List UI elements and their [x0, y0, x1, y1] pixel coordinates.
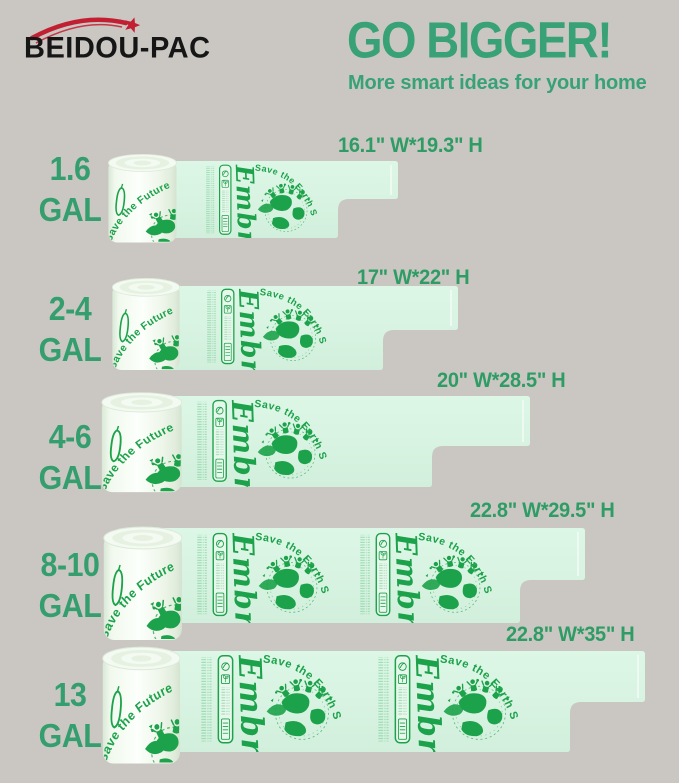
dimension-label-row-5: 22.8" W*35" H: [506, 623, 635, 647]
gallon-unit: GAL: [38, 717, 102, 755]
gallon-value: 1.6: [49, 150, 91, 187]
dimension-label-row-1: 16.1" W*19.3" H: [338, 134, 483, 158]
gallon-unit: GAL: [38, 587, 102, 625]
gallon-value: 2-4: [48, 290, 92, 327]
page-title: GO BIGGER!: [347, 11, 613, 69]
bag-graphic-row-4: [0, 522, 585, 648]
dimension-label-row-4: 22.8" W*29.5" H: [470, 499, 615, 523]
bag-graphic-row-1: [0, 150, 398, 250]
size-label-row-5: 13 GAL: [24, 674, 116, 757]
size-label-row-3: 4-6 GAL: [24, 416, 116, 499]
brand-name: BEIDOU-PAC: [24, 32, 211, 65]
size-label-row-2: 2-4 GAL: [24, 288, 116, 371]
star-icon: [125, 17, 141, 33]
gallon-value: 4-6: [48, 418, 92, 455]
dimension-label-row-3: 20" W*28.5" H: [437, 369, 566, 393]
gallon-value: 13: [53, 676, 87, 713]
gallon-value: 8-10: [40, 546, 100, 583]
gallon-unit: GAL: [38, 459, 102, 497]
size-label-row-4: 8-10 GAL: [24, 544, 116, 627]
size-label-row-1: 1.6 GAL: [24, 148, 116, 231]
gallon-unit: GAL: [38, 331, 102, 369]
swoosh-icon: [29, 17, 129, 44]
bag-graphic-row-3: [0, 388, 530, 502]
dimension-label-row-2: 17" W*22" H: [357, 266, 470, 290]
gallon-unit: GAL: [38, 191, 102, 229]
bag-graphic-row-5: [0, 642, 645, 783]
bag-graphic-row-2: [0, 274, 458, 380]
brand-logo: [29, 17, 141, 44]
page-subtitle: More smart ideas for your home: [348, 72, 647, 94]
